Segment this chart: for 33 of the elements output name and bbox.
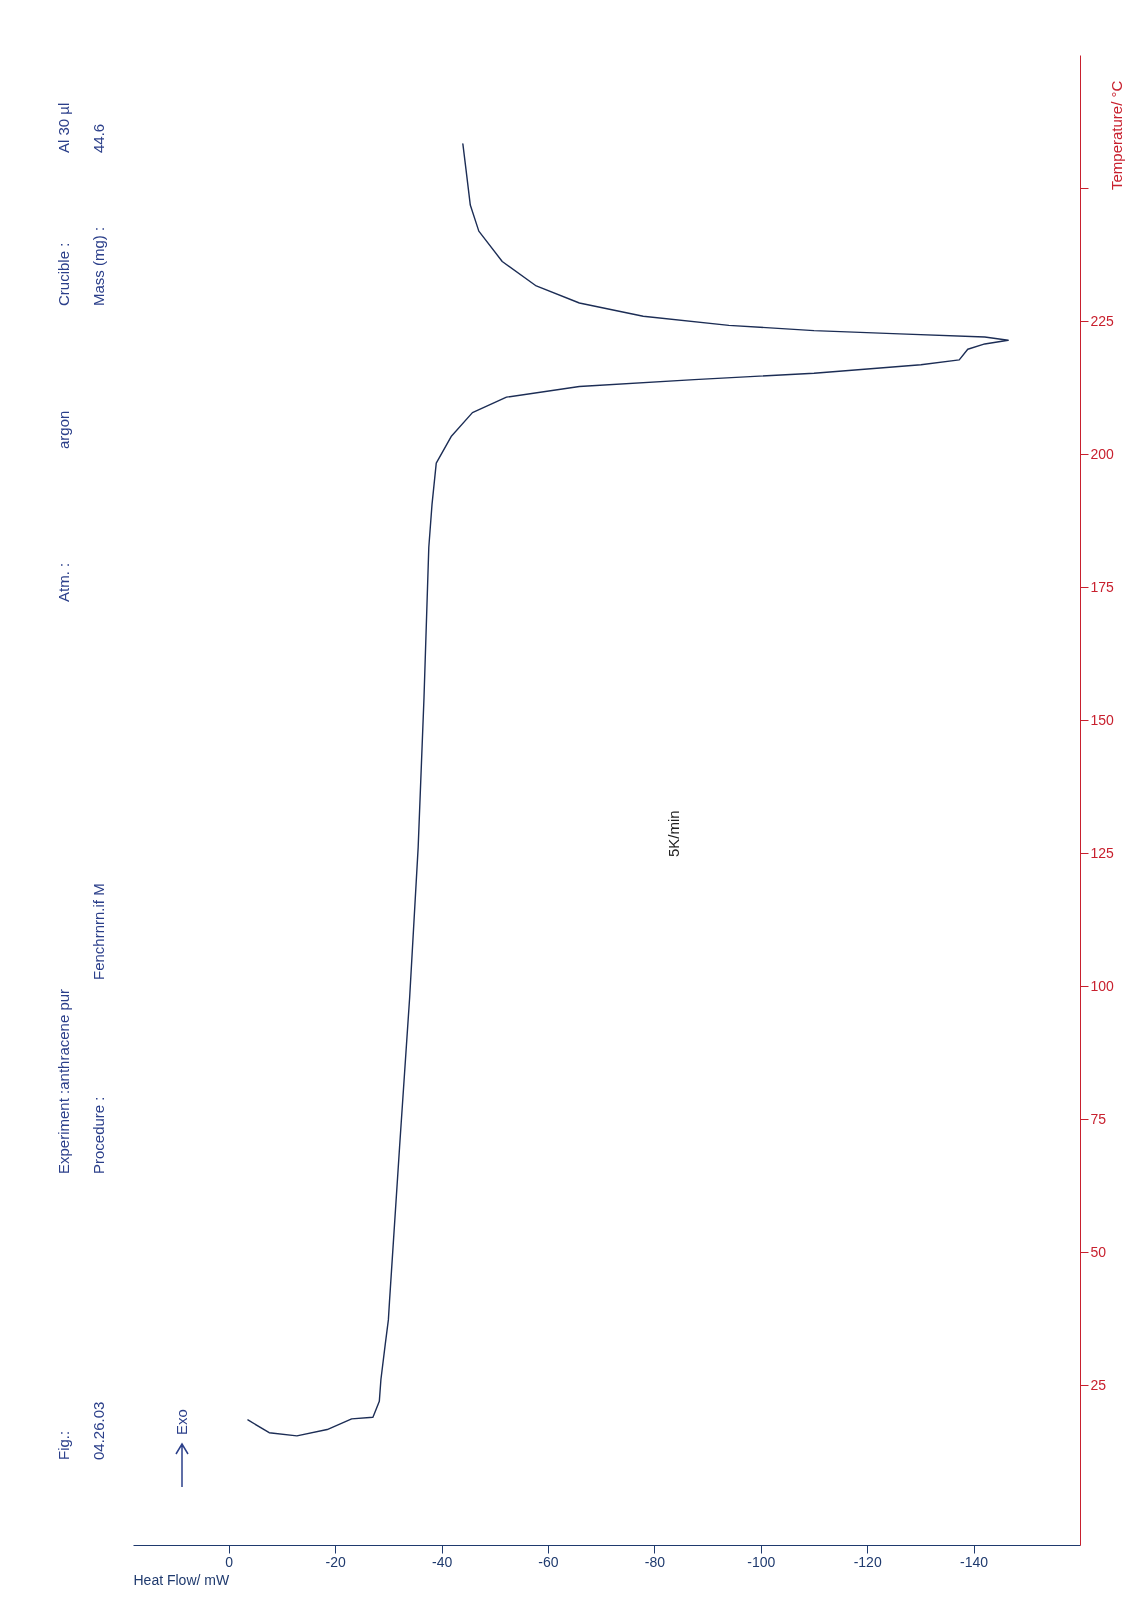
text: Procedure :	[90, 1096, 107, 1174]
text: argon	[55, 410, 72, 449]
x-tick-label: -120	[853, 1553, 882, 1570]
x-tick-label: -20	[325, 1553, 346, 1570]
text: Crucible :	[55, 242, 72, 306]
y-tick-label: 125	[1090, 844, 1115, 861]
y-tick-label: 25	[1090, 1376, 1107, 1393]
y-tick-label: 50	[1090, 1243, 1107, 1260]
y-tick-label: 225	[1090, 312, 1115, 329]
x-tick-label: 0	[225, 1553, 234, 1570]
y-tick-label: 100	[1090, 977, 1115, 994]
x-tick-label: -40	[431, 1553, 453, 1570]
text: Fenchrnrn.if M	[90, 883, 107, 980]
x-tick-label: -60	[538, 1553, 559, 1570]
y-tick-label: 200	[1090, 445, 1115, 462]
x-tick-label: -80	[644, 1553, 666, 1570]
x-tick-label: -140	[960, 1553, 989, 1570]
y-tick-label: 175	[1090, 578, 1115, 595]
x-tick-label: -100	[747, 1553, 776, 1570]
text: Fig.:	[55, 1430, 72, 1460]
line-series	[247, 143, 1009, 1437]
text: Experiment :anthracene pur	[55, 988, 72, 1174]
text: Al 30 µl	[55, 102, 72, 153]
annotation: 5K/min	[665, 810, 682, 857]
y-tick-label: 150	[1090, 711, 1115, 728]
text: 04.26.03	[90, 1401, 107, 1460]
text: Mass (mg) :	[90, 226, 107, 306]
y-tick-label: 75	[1090, 1110, 1107, 1127]
text: Atm. :	[55, 562, 72, 602]
x-axis-title: Heat Flow/ mW	[133, 1571, 230, 1588]
annotation: Exo	[173, 1409, 190, 1435]
y-axis-title: Temperature/ °C	[1108, 80, 1125, 190]
text: 44.6	[90, 123, 107, 153]
